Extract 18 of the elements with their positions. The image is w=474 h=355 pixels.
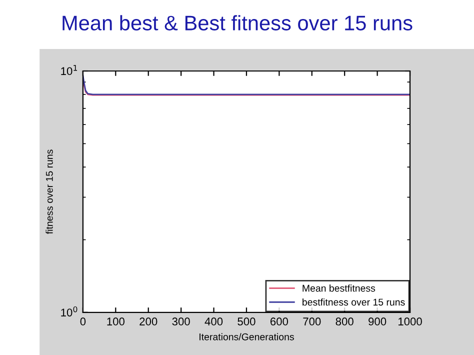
x-tick-label: 300 (172, 318, 190, 326)
x-tick-label: 100 (107, 318, 124, 326)
x-tick-label: 900 (368, 318, 386, 326)
x-tick-label: 200 (140, 318, 158, 326)
y-axis-title: fitness over 15 runs (46, 150, 53, 234)
x-tick-label: 1000 (398, 318, 422, 326)
x-tick-label: 800 (336, 318, 354, 326)
legend-label: Mean bestfitness (302, 284, 376, 292)
x-axis-title: Iterations/Generations (200, 333, 294, 340)
y-tick-label: 10$^{0}$ (61, 306, 78, 316)
x-tick-label: 500 (238, 318, 256, 326)
x-tick-label: 0 (80, 318, 86, 326)
legend-label: bestfitness over 15 runs (302, 298, 405, 306)
x-tick-label: 400 (204, 318, 223, 326)
x-tick-label: 700 (303, 318, 321, 326)
y-tick-label: 10$^{1}$ (61, 65, 78, 76)
chart-title: Mean best & Best fitness over 15 runs (62, 15, 412, 30)
x-tick-label: 600 (270, 318, 288, 326)
